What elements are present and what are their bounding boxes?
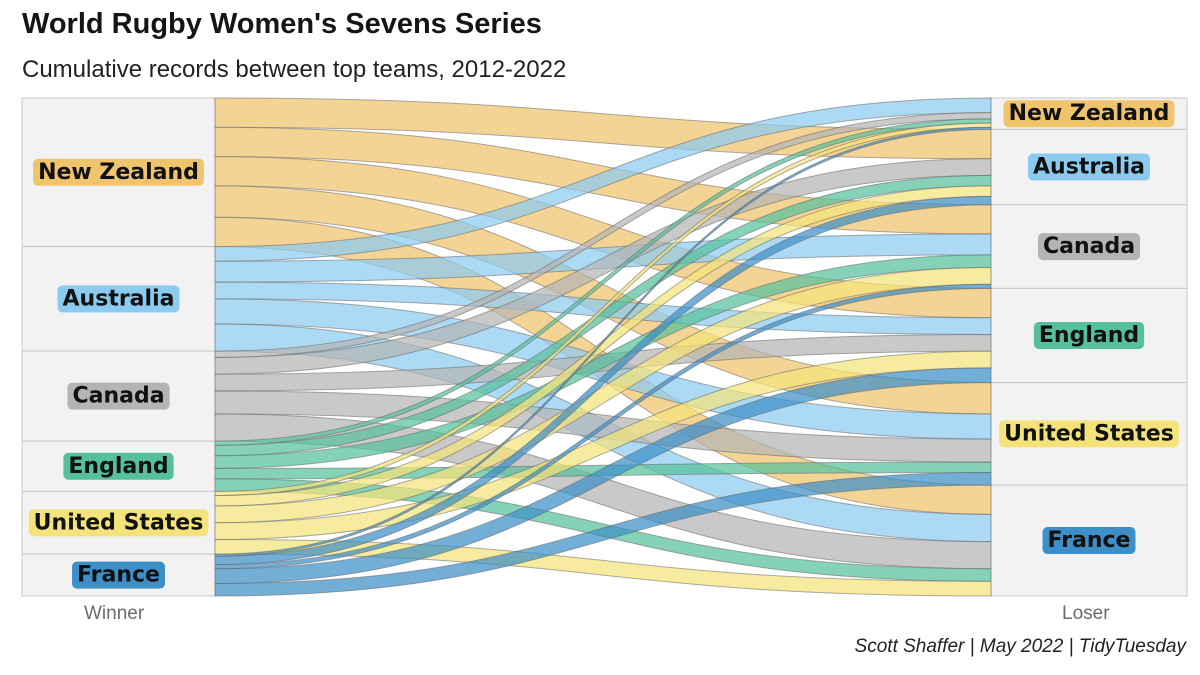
x-axis-left-label: Winner <box>84 603 145 624</box>
loser-label-bg-canada <box>1037 233 1141 261</box>
winner-label-bg-canada <box>67 382 170 410</box>
loser-label-bg-england <box>1033 321 1145 349</box>
loser-label-bg-new-zealand <box>1003 100 1175 128</box>
node-label-layer: New Zealand Australia Canada England United … <box>28 100 1179 589</box>
loser-label-bg-france <box>1042 527 1136 555</box>
loser-label-text-england: England <box>1039 323 1139 348</box>
loser-label-england: England <box>1033 321 1145 349</box>
winner-label-bg-france <box>72 561 165 589</box>
loser-label-text-new-zealand: New Zealand <box>1009 101 1170 126</box>
winner-label-canada: Canada <box>67 382 170 410</box>
loser-label-united-states: United States <box>999 420 1179 448</box>
chart-subtitle: Cumulative records between top teams, 20… <box>22 56 567 83</box>
winner-label-text-united-states: United States <box>34 510 204 535</box>
loser-label-australia: Australia <box>1028 153 1150 181</box>
winner-label-new-zealand: New Zealand <box>33 158 204 186</box>
chart-title: World Rugby Women's Sevens Series <box>22 8 542 40</box>
winner-label-bg-australia <box>57 285 180 313</box>
winner-label-text-france: France <box>77 563 160 588</box>
winner-label-bg-new-zealand <box>33 158 204 186</box>
winner-label-england: England <box>63 452 174 480</box>
winner-label-australia: Australia <box>57 285 180 313</box>
winner-label-text-australia: Australia <box>63 286 175 311</box>
loser-label-text-canada: Canada <box>1043 234 1135 259</box>
x-axis-right-label: Loser <box>1062 603 1110 624</box>
loser-label-text-australia: Australia <box>1033 155 1145 180</box>
winner-label-text-new-zealand: New Zealand <box>38 160 199 185</box>
loser-label-canada: Canada <box>1037 233 1141 261</box>
loser-label-text-united-states: United States <box>1004 421 1174 446</box>
caption: Scott Shaffer | May 2022 | TidyTuesday <box>854 636 1186 657</box>
loser-label-france: France <box>1042 527 1136 555</box>
winner-label-text-england: England <box>68 454 168 479</box>
flow-france-to-australia <box>214 195 992 566</box>
loser-label-bg-australia <box>1028 153 1150 181</box>
loser-label-new-zealand: New Zealand <box>1003 100 1175 128</box>
winner-label-united-states: United States <box>28 509 209 537</box>
flow-layer <box>214 97 992 597</box>
winner-label-france: France <box>72 561 165 589</box>
flow-france-to-england <box>214 367 992 584</box>
winner-label-bg-united-states <box>28 509 209 537</box>
flow-france-to-canada <box>214 283 992 570</box>
loser-label-bg-united-states <box>999 420 1179 448</box>
flow-france-to-new-zealand <box>214 126 992 557</box>
loser-label-text-france: France <box>1048 528 1131 553</box>
winner-label-text-canada: Canada <box>72 384 164 409</box>
flow-france-to-united-states <box>214 472 992 597</box>
winner-label-bg-england <box>63 452 174 480</box>
